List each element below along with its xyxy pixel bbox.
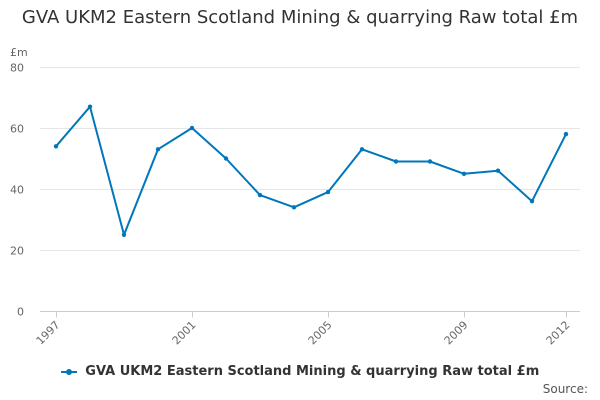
axes: 0 20 40 60 80 1997 2001 2005 2009 2012 [10,62,580,347]
x-tick-label: 2009 [442,318,471,347]
legend-label: GVA UKM2 Eastern Scotland Mining & quarr… [85,364,540,379]
data-point [325,189,331,195]
x-tick-label: 2001 [170,318,199,347]
legend-swatch-icon [60,367,77,377]
data-point [393,159,399,164]
data-point [257,192,263,198]
y-axis-unit-label: £m [10,46,28,59]
series-layer [53,104,569,237]
data-point [461,171,467,176]
legend[interactable]: GVA UKM2 Eastern Scotland Mining & quarr… [0,364,600,379]
data-point [529,199,535,204]
y-tick-label: 20 [10,245,24,258]
x-tick-label: 2005 [306,318,335,347]
data-point [155,147,161,152]
source-label: Source: [542,382,588,396]
gridlines [40,67,580,251]
data-point [427,159,433,164]
x-tick-label: 1997 [34,318,63,347]
data-point [53,144,59,149]
chart-title: GVA UKM2 Eastern Scotland Mining & quarr… [21,7,579,28]
data-point [189,125,195,131]
y-tick-label: 40 [10,184,24,197]
data-point [223,156,229,161]
x-tick-label: 2012 [544,318,573,347]
data-point [87,104,93,109]
data-point [121,232,127,237]
series-line [55,105,567,236]
y-tick-label: 0 [17,306,24,319]
data-point [563,131,569,137]
data-point [495,168,501,173]
y-tick-label: 60 [10,123,24,136]
data-point [291,205,297,210]
y-tick-label: 80 [10,62,24,75]
data-point [359,147,365,152]
